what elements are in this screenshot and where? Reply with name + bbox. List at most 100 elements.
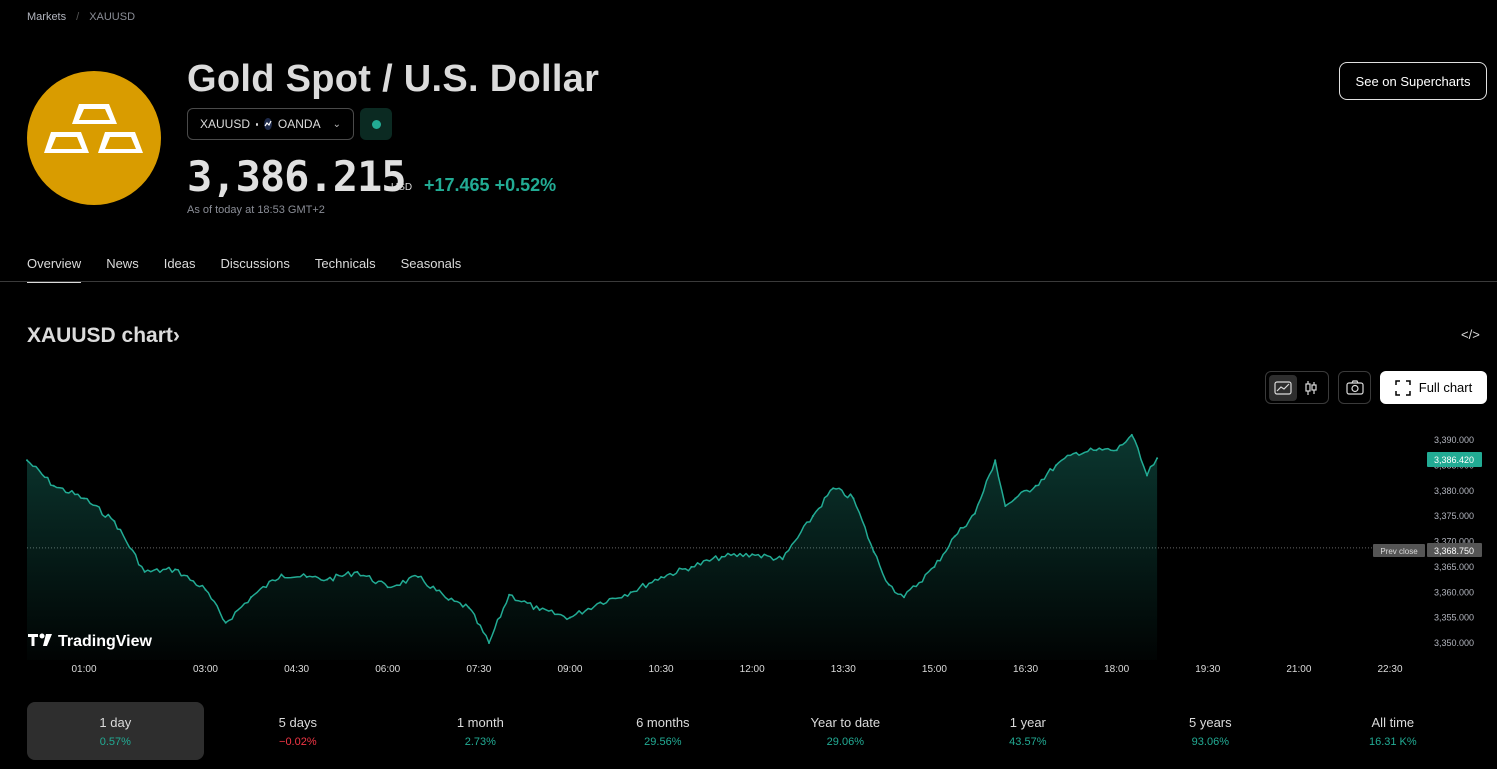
x-tick-label: 21:00 [1286, 664, 1311, 675]
price-point [174, 568, 177, 571]
y-tick-label: 3,380.000 [1434, 486, 1474, 496]
y-tick-label: 3,350.000 [1434, 638, 1474, 648]
prev-close-value: 3,368.750 [1434, 546, 1474, 556]
x-tick-label: 18:00 [1104, 664, 1129, 675]
tradingview-wordmark: TradingView [58, 633, 153, 650]
price-point [887, 583, 890, 586]
period-label: 5 years [1189, 714, 1232, 730]
x-tick-label: 04:30 [284, 664, 309, 675]
x-tick-label: 15:00 [922, 664, 947, 675]
x-tick-label: 06:00 [375, 664, 400, 675]
candles-chart-button[interactable] [1297, 375, 1325, 401]
price-change-abs: +17.465 [424, 175, 490, 195]
price-point [113, 520, 116, 523]
price-point [599, 601, 602, 604]
full-chart-label: Full chart [1418, 380, 1473, 395]
x-tick-label: 22:30 [1377, 664, 1402, 675]
price-point [26, 459, 28, 462]
price-point [852, 497, 855, 500]
price-point [569, 616, 571, 619]
price-point [811, 515, 814, 518]
price-point [1054, 464, 1057, 467]
tab-seasonals[interactable]: Seasonals [400, 256, 462, 271]
price-point [832, 487, 835, 490]
price-line [26, 434, 1158, 644]
area-chart-button[interactable] [1269, 374, 1297, 401]
x-tick-label: 10:30 [649, 664, 674, 675]
tab-discussions[interactable]: Discussions [220, 256, 290, 271]
period-label: 1 year [1009, 714, 1046, 730]
price-point [204, 588, 207, 591]
price-point [143, 570, 146, 573]
price-point [690, 565, 693, 568]
price-point [1034, 484, 1037, 487]
full-chart-button[interactable]: Full chart [1380, 371, 1487, 404]
price-point [467, 606, 470, 609]
oanda-icon [263, 118, 272, 130]
period-1-month[interactable]: 1 month 2.73% [392, 702, 569, 760]
price-point [973, 512, 976, 515]
area-chart-icon [1274, 380, 1292, 395]
embed-code-icon[interactable]: </> [1461, 327, 1480, 342]
period-label: 1 day [99, 714, 132, 730]
period-label: Year to date [810, 714, 881, 730]
period-value: 29.56% [644, 735, 682, 748]
period-value: −0.02% [279, 735, 317, 748]
period-value: 0.57% [99, 735, 131, 748]
price-point [305, 576, 308, 578]
symbol-exchange-selector[interactable]: XAUUSD OANDA ⌄ [187, 108, 354, 140]
price-point [280, 573, 283, 576]
period-label: 5 days [278, 714, 317, 730]
period-value: 2.73% [464, 735, 496, 748]
price-point [660, 576, 663, 578]
y-tick-label: 3,375.000 [1434, 511, 1474, 521]
separator-dot [256, 122, 258, 126]
price-point [1130, 433, 1133, 436]
tab-technicals[interactable]: Technicals [314, 256, 376, 271]
price-point [224, 621, 227, 624]
candles-icon [1305, 380, 1317, 395]
period-year-to-date[interactable]: Year to date 29.06% [757, 702, 934, 760]
chevron-down-icon: ⌄ [332, 118, 341, 130]
period-value: 43.57% [1009, 735, 1047, 748]
last-price-badge: 3,386.420 [1427, 452, 1482, 467]
price-point [488, 642, 490, 644]
market-open-status[interactable] [360, 108, 392, 140]
tab-ideas[interactable]: Ideas [163, 256, 196, 271]
period-label: All time [1371, 714, 1415, 730]
see-on-supercharts-button[interactable]: See on Supercharts [1339, 62, 1487, 100]
last-price: 3,386.215 [187, 152, 407, 201]
y-tick-label: 3,355.000 [1434, 613, 1474, 623]
period-value: 29.06% [826, 735, 864, 748]
period-5-years[interactable]: 5 years 93.06% [1122, 702, 1299, 760]
price-point [953, 535, 956, 538]
period-6-months[interactable]: 6 months 29.56% [575, 702, 752, 760]
exchange-label: OANDA [277, 117, 321, 131]
prev-close-badge: Prev close 3,368.750 [1373, 543, 1482, 557]
price-point [933, 565, 936, 568]
as-of-timestamp: As of today at 18:53 GMT+2 [187, 204, 325, 216]
breadcrumb-markets-link[interactable]: Markets [27, 11, 67, 23]
price-point [83, 497, 85, 500]
period-1-day[interactable]: 1 day 0.57% [27, 702, 204, 760]
price-point [538, 609, 541, 611]
tab-overview[interactable]: Overview [27, 256, 82, 283]
breadcrumb-separator: / [76, 11, 80, 23]
price-chart[interactable]: 3,390.0003,385.0003,380.0003,375.0003,37… [0, 410, 1497, 685]
price-point [1146, 474, 1148, 477]
period-label: 1 month [456, 714, 504, 730]
price-point [1156, 457, 1159, 460]
price-point [629, 591, 632, 594]
period-all-time[interactable]: All time 16.31 K% [1305, 702, 1482, 760]
tradingview-watermark: TradingView [28, 633, 153, 650]
chevron-right-icon: › [172, 324, 180, 347]
period-1-year[interactable]: 1 year 43.57% [940, 702, 1117, 760]
last-price-value: 3,386.420 [1434, 455, 1474, 465]
screenshot-button[interactable] [1338, 371, 1371, 404]
x-axis: 01:00 03:00 04:30 06:00 07:30 09:00 10:30 12:00… [71, 664, 1402, 675]
tab-news[interactable]: News [106, 256, 139, 271]
tab-bar: Overview News Ideas Discussions Technica… [27, 256, 461, 283]
chart-title-link[interactable]: XAUUSD chart› [27, 324, 180, 348]
x-tick-label: 19:30 [1195, 664, 1220, 675]
period-5-days[interactable]: 5 days −0.02% [210, 702, 387, 760]
